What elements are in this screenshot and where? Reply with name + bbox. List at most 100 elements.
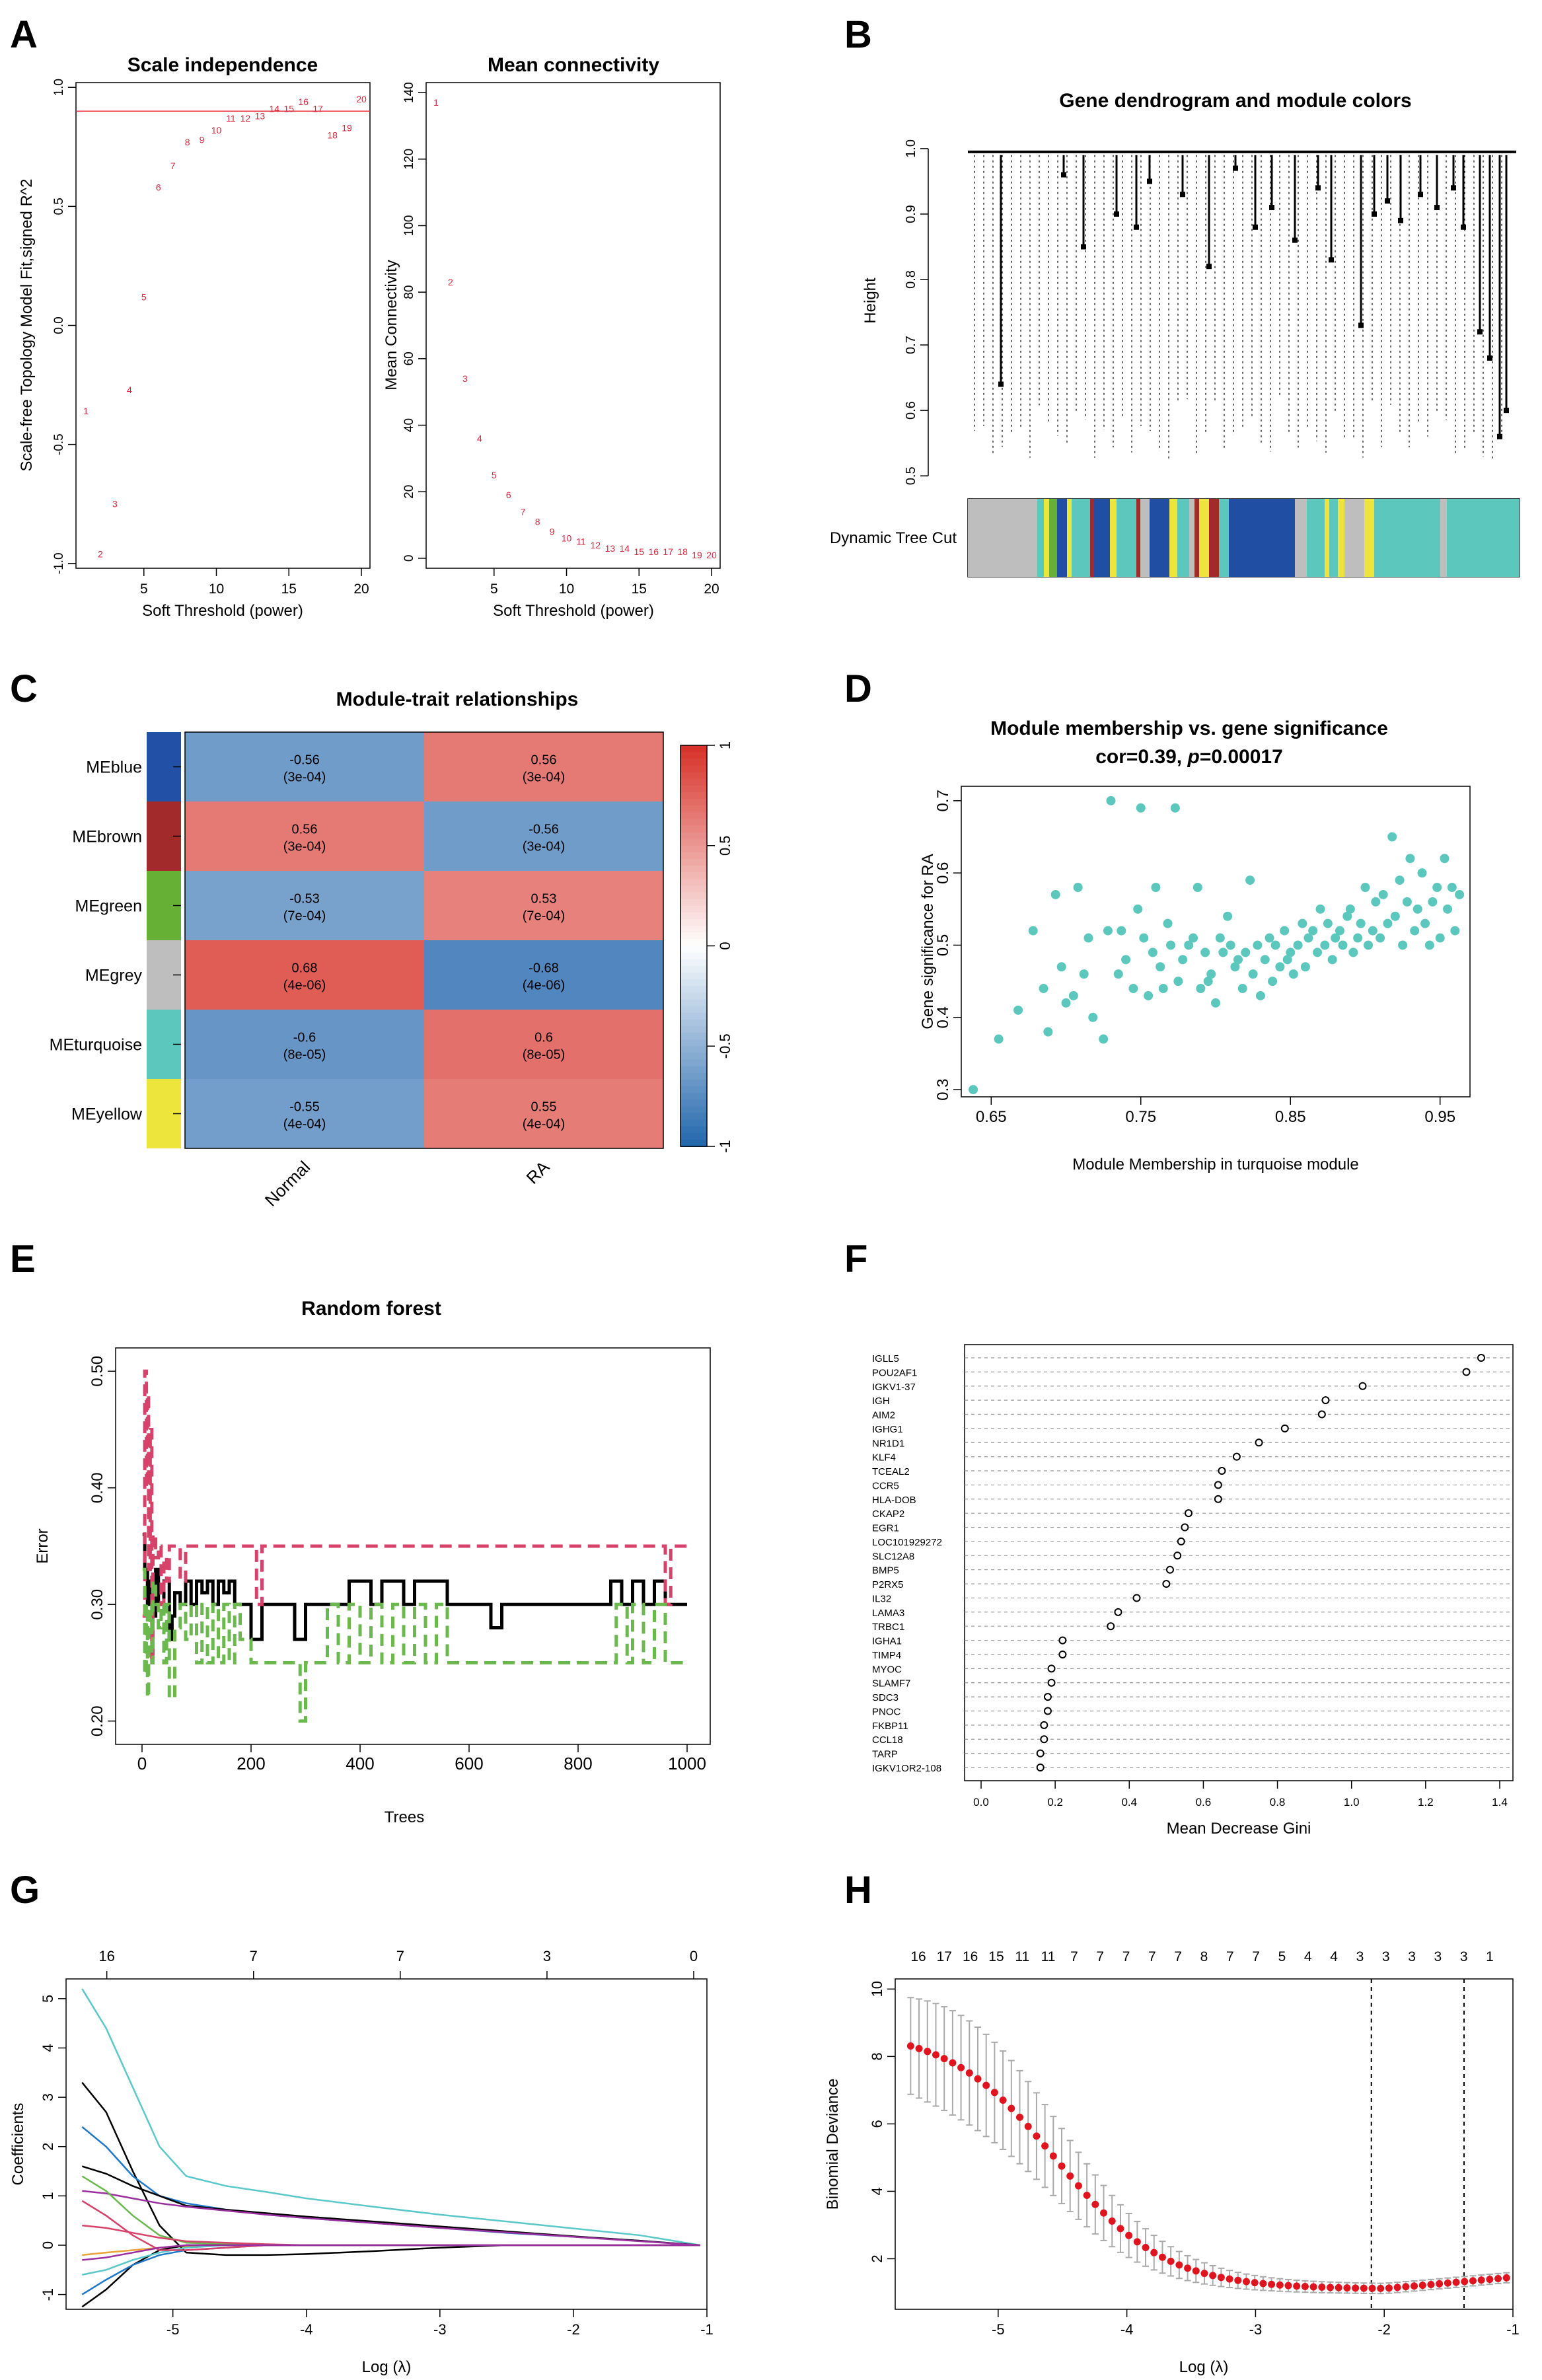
chart-h-point bbox=[990, 2089, 998, 2097]
chart-a2-title: Mean connectivity bbox=[488, 54, 659, 76]
chart-b-branch-node bbox=[1372, 211, 1377, 217]
chart-b-branch-node bbox=[1134, 224, 1139, 230]
chart-f-point bbox=[1058, 1636, 1067, 1645]
chart-d-point bbox=[1308, 926, 1318, 936]
chart-e-series-oob bbox=[142, 1532, 687, 1641]
chart-d-point bbox=[1455, 889, 1465, 899]
chart-a1-point-label: 12 bbox=[240, 113, 251, 124]
chart-d-point bbox=[1233, 955, 1243, 965]
chart-h-top-count: 15 bbox=[988, 1949, 1004, 1964]
chart-c-row-label: MEgreen bbox=[75, 897, 142, 916]
chart-d-point bbox=[1293, 940, 1303, 950]
chart-a2-ylabel: Mean Connectivity bbox=[383, 260, 400, 390]
chart-c-legend-step bbox=[680, 1113, 707, 1121]
chart-d-point bbox=[994, 1034, 1004, 1044]
chart-h-top-count: 7 bbox=[1226, 1949, 1234, 1964]
chart-e-xlabel: Trees bbox=[385, 1808, 424, 1826]
chart-c-cell bbox=[185, 1010, 424, 1079]
chart-b-branch-node bbox=[1487, 355, 1492, 361]
chart-b-module-segment bbox=[1057, 499, 1067, 577]
chart-b-module-segment bbox=[1177, 499, 1189, 577]
chart-c-legend-step bbox=[680, 798, 707, 807]
chart-c-cell bbox=[185, 871, 424, 940]
chart-h-top-count: 7 bbox=[1122, 1949, 1130, 1964]
chart-a2-point-label: 13 bbox=[605, 543, 616, 554]
chart-h-point bbox=[1074, 2182, 1082, 2190]
chart-c-legend-step bbox=[680, 1066, 707, 1074]
chart-d-xtick-label: 0.75 bbox=[1125, 1108, 1156, 1126]
chart-f-point bbox=[1047, 1664, 1056, 1673]
chart-h-xtick-label: -4 bbox=[1120, 2321, 1134, 2338]
chart-h-point bbox=[1284, 2282, 1292, 2289]
chart-h-point bbox=[1234, 2276, 1242, 2284]
chart-a1-xtick-label: 15 bbox=[281, 581, 297, 597]
chart-e-ytick-label: 0.50 bbox=[89, 1356, 106, 1387]
chart-h-point bbox=[1033, 2132, 1041, 2140]
chart-g-xtick-label: -5 bbox=[166, 2321, 180, 2338]
chart-f-point bbox=[1214, 1481, 1222, 1489]
chart-c-legend-step bbox=[680, 905, 707, 913]
chart-b-branch-node bbox=[1147, 178, 1152, 184]
chart-g-top-tick-label: 7 bbox=[396, 1948, 404, 1964]
chart-a1-point-label: 19 bbox=[342, 122, 352, 133]
chart-b-tree bbox=[968, 150, 1516, 460]
chart-b-module-segment bbox=[1194, 499, 1199, 577]
chart-d-xtick-label: 0.65 bbox=[976, 1108, 1007, 1126]
chart-d-point bbox=[1432, 883, 1442, 893]
chart-f-xtick-label: 0.4 bbox=[1121, 1796, 1137, 1808]
chart-d-point bbox=[1245, 875, 1255, 885]
chart-e-ytick-label: 0.40 bbox=[89, 1472, 106, 1503]
chart-g-xtick-label: -4 bbox=[300, 2321, 313, 2338]
chart-d-xtick-label: 0.95 bbox=[1424, 1108, 1455, 1126]
chart-g-xtick-label: -2 bbox=[567, 2321, 580, 2338]
chart-h-point bbox=[1293, 2282, 1301, 2290]
chart-d-point bbox=[1178, 955, 1188, 965]
chart-c-cell-value: 0.55 bbox=[531, 1100, 557, 1115]
chart-a2-point-label: 3 bbox=[462, 373, 468, 384]
chart-b-module-segment bbox=[1067, 499, 1072, 577]
chart-c-cell-value: 0.6 bbox=[534, 1031, 553, 1045]
chart-h-point bbox=[1494, 2274, 1502, 2282]
chart-h-point bbox=[1343, 2284, 1351, 2292]
chart-c-legend-step bbox=[680, 812, 707, 820]
chart-a2-point-label: 2 bbox=[448, 277, 453, 287]
chart-c-col-label: RA bbox=[522, 1157, 553, 1188]
chart-c-legend-tick-label: -0.5 bbox=[717, 1033, 733, 1059]
chart-a2-ytick-label: 80 bbox=[402, 285, 416, 299]
chart-h-top-count: 16 bbox=[910, 1949, 926, 1964]
chart-h-top-count: 17 bbox=[937, 1949, 952, 1964]
chart-b-module-segment bbox=[1440, 499, 1447, 577]
chart-d-point bbox=[1260, 955, 1270, 965]
chart-e-ytick-label: 0.20 bbox=[89, 1705, 106, 1736]
chart-f-point bbox=[1040, 1735, 1048, 1744]
chart-c-cell-value: -0.55 bbox=[289, 1100, 320, 1115]
chart-c-legend-step bbox=[680, 752, 707, 760]
chart-d-marks bbox=[969, 796, 1465, 1095]
chart-d-point bbox=[1241, 948, 1251, 957]
chart-h-point bbox=[1309, 2283, 1317, 2291]
chart-h-top-count: 5 bbox=[1278, 1949, 1286, 1964]
chart-c-cell bbox=[424, 732, 663, 801]
chart-g-ylabel: Coefficients bbox=[9, 2103, 27, 2186]
chart-c-cell-pvalue: (7e-04) bbox=[283, 909, 326, 924]
chart-f-category-label: PNOC bbox=[872, 1706, 901, 1717]
chart-f-point bbox=[1232, 1452, 1241, 1461]
chart-c-legend-step bbox=[680, 926, 707, 934]
chart-b-branch-node bbox=[1451, 185, 1456, 191]
chart-e-xtick-label: 400 bbox=[346, 1754, 374, 1773]
chart-a2-point-label: 14 bbox=[620, 543, 630, 554]
chart-d-point bbox=[1113, 969, 1123, 979]
chart-d-point bbox=[1360, 883, 1370, 893]
chart-a2-point-label: 16 bbox=[648, 546, 659, 557]
chart-h-xtick-label: -1 bbox=[1506, 2321, 1520, 2338]
chart-a2-xlabel: Soft Threshold (power) bbox=[493, 602, 654, 620]
chart-g-coef-path bbox=[82, 2224, 700, 2247]
chart-b-module-segment bbox=[1325, 499, 1329, 577]
chart-c-legend-step bbox=[680, 778, 707, 786]
chart-c-cell-value: -0.56 bbox=[529, 823, 559, 837]
chart-d-point bbox=[1353, 933, 1363, 943]
chart-a2-xtick-label: 5 bbox=[490, 581, 498, 597]
chart-a2-ytick-label: 40 bbox=[402, 418, 416, 432]
